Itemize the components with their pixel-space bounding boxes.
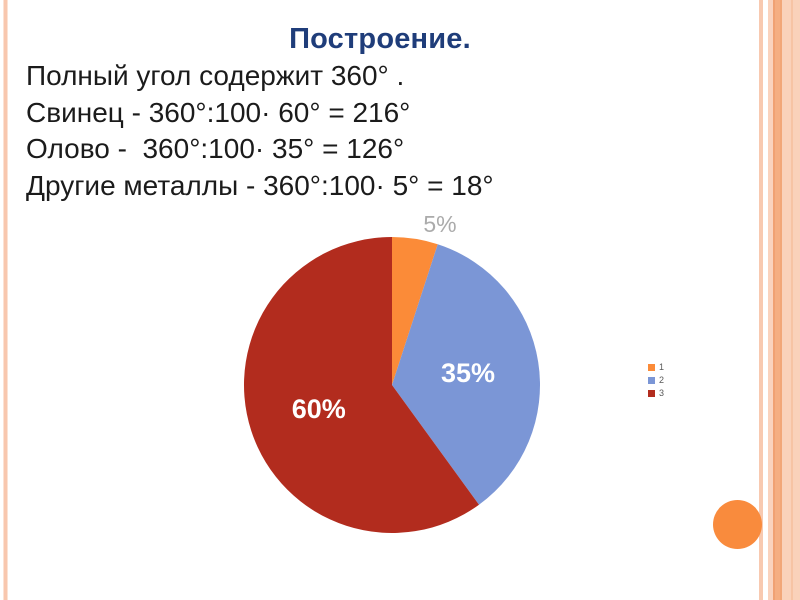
legend-swatch [648, 390, 655, 397]
legend-swatch [648, 377, 655, 384]
body-line: Свинец - 360°:100· 60° = 216° [26, 96, 411, 128]
legend-label: 3 [659, 388, 665, 398]
legend-label: 1 [659, 362, 665, 372]
pie-slice-label: 35% [441, 358, 495, 388]
pie-slice-label: 5% [423, 211, 456, 237]
pie-chart: 5% 35% 60% [243, 211, 540, 533]
page-title: Построение. [289, 23, 471, 55]
legend-item: 2 [648, 374, 664, 387]
body-line: Другие металлы - 360°:100· 5° = 18° [26, 169, 494, 201]
decorative-circle [713, 500, 762, 549]
legend-item: 1 [648, 361, 664, 374]
body-text: Полный угол содержит 360° . Свинец - 360°… [26, 58, 494, 204]
legend-swatch [648, 364, 655, 371]
chart-legend: 1 2 3 [648, 361, 664, 400]
legend-item: 3 [648, 387, 664, 400]
right-band-decoration [755, 0, 800, 600]
pie-slice-label: 60% [292, 394, 346, 424]
pie-slice-1 [392, 237, 438, 385]
body-line: Полный угол содержит 360° . [26, 60, 405, 91]
legend-label: 2 [659, 375, 665, 385]
body-line: Олово - 360°:100· 35° = 126° [26, 133, 405, 164]
pie-slice-2 [392, 244, 540, 505]
pie-slice-3 [243, 236, 479, 533]
left-stripe-decoration [3, 0, 8, 600]
